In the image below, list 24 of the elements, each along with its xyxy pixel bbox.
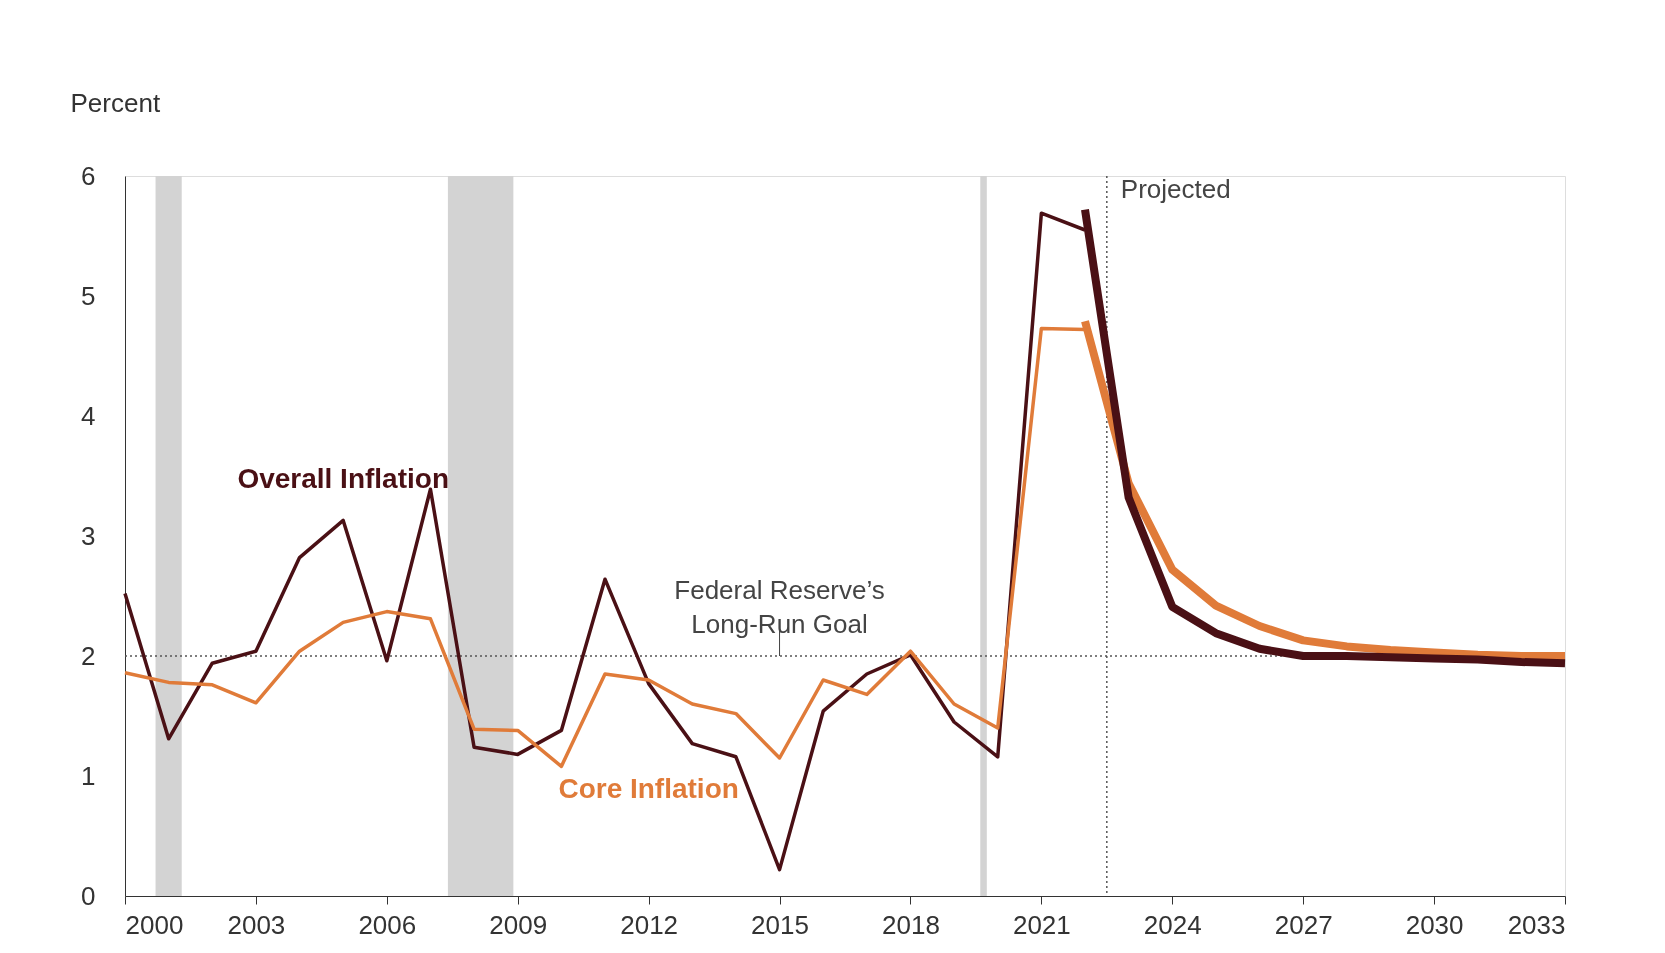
x-tick-label: 2018 bbox=[882, 909, 940, 940]
x-tick-label: 2009 bbox=[489, 909, 548, 940]
y-axis-title: Percent bbox=[70, 87, 161, 118]
series-label: Core Inflation bbox=[558, 773, 739, 804]
x-tick-label: 2033 bbox=[1507, 909, 1566, 940]
y-tick-label: 3 bbox=[81, 520, 96, 551]
y-tick-label: 0 bbox=[81, 880, 96, 911]
x-tick-label: 2027 bbox=[1274, 909, 1333, 940]
y-tick-label: 4 bbox=[81, 400, 96, 431]
x-tick-label: 2024 bbox=[1143, 909, 1202, 940]
x-tick-label: 2030 bbox=[1405, 909, 1464, 940]
y-tick-label: 5 bbox=[81, 280, 96, 311]
y-tick-label: 2 bbox=[81, 640, 96, 671]
ref-line-label: Federal Reserve’s Long-Run Goal bbox=[674, 575, 885, 639]
x-tick-label: 2012 bbox=[620, 909, 679, 940]
x-tick-label: 2000 bbox=[125, 909, 184, 940]
y-tick-label: 1 bbox=[81, 760, 96, 791]
x-tick-label: 2015 bbox=[751, 909, 809, 940]
x-tick-label: 2006 bbox=[358, 909, 417, 940]
ref-line-label: Projected bbox=[1120, 174, 1231, 204]
series-label: Overall Inflation bbox=[237, 463, 449, 495]
y-tick-label: 6 bbox=[81, 160, 96, 191]
x-tick-label: 2021 bbox=[1012, 909, 1071, 940]
x-tick-label: 2003 bbox=[227, 909, 286, 940]
